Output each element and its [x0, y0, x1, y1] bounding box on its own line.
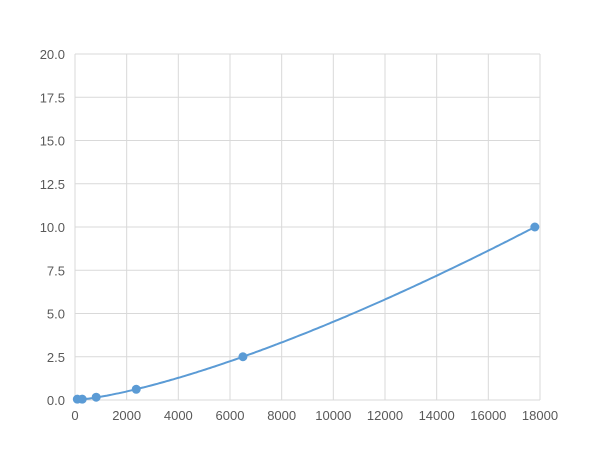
x-tick-label: 18000: [522, 408, 558, 423]
trend-curve: [77, 226, 536, 401]
y-tick-label: 15.0: [40, 134, 65, 149]
data-points: [72, 222, 540, 404]
y-tick-label: 5.0: [47, 307, 65, 322]
x-tick-label: 8000: [267, 408, 296, 423]
x-tick-label: 2000: [112, 408, 141, 423]
x-tick-label: 4000: [164, 408, 193, 423]
y-tick-label: 12.5: [40, 177, 65, 192]
y-axis-ticks: 0.0 2.5 5.0 7.5 10.0 12.5 15.0 17.5 20.0: [40, 47, 65, 408]
data-point: [131, 384, 141, 394]
y-tick-label: 7.5: [47, 263, 65, 278]
y-tick-label: 2.5: [47, 350, 65, 365]
data-point: [91, 392, 101, 402]
grid: [74, 53, 541, 401]
x-tick-label: 10000: [315, 408, 351, 423]
data-point: [77, 394, 87, 404]
x-tick-label: 14000: [419, 408, 455, 423]
data-point: [238, 352, 248, 362]
y-tick-label: 20.0: [40, 47, 65, 62]
y-tick-label: 17.5: [40, 90, 65, 105]
x-tick-label: 16000: [470, 408, 506, 423]
x-tick-label: 0: [71, 408, 78, 423]
x-tick-label: 6000: [216, 408, 245, 423]
y-tick-label: 0.0: [47, 393, 65, 408]
y-tick-label: 10.0: [40, 220, 65, 235]
x-tick-label: 12000: [367, 408, 403, 423]
x-axis-ticks: 0 2000 4000 6000 8000 10000 12000 14000 16000 180…: [71, 408, 558, 423]
data-point: [530, 222, 540, 232]
